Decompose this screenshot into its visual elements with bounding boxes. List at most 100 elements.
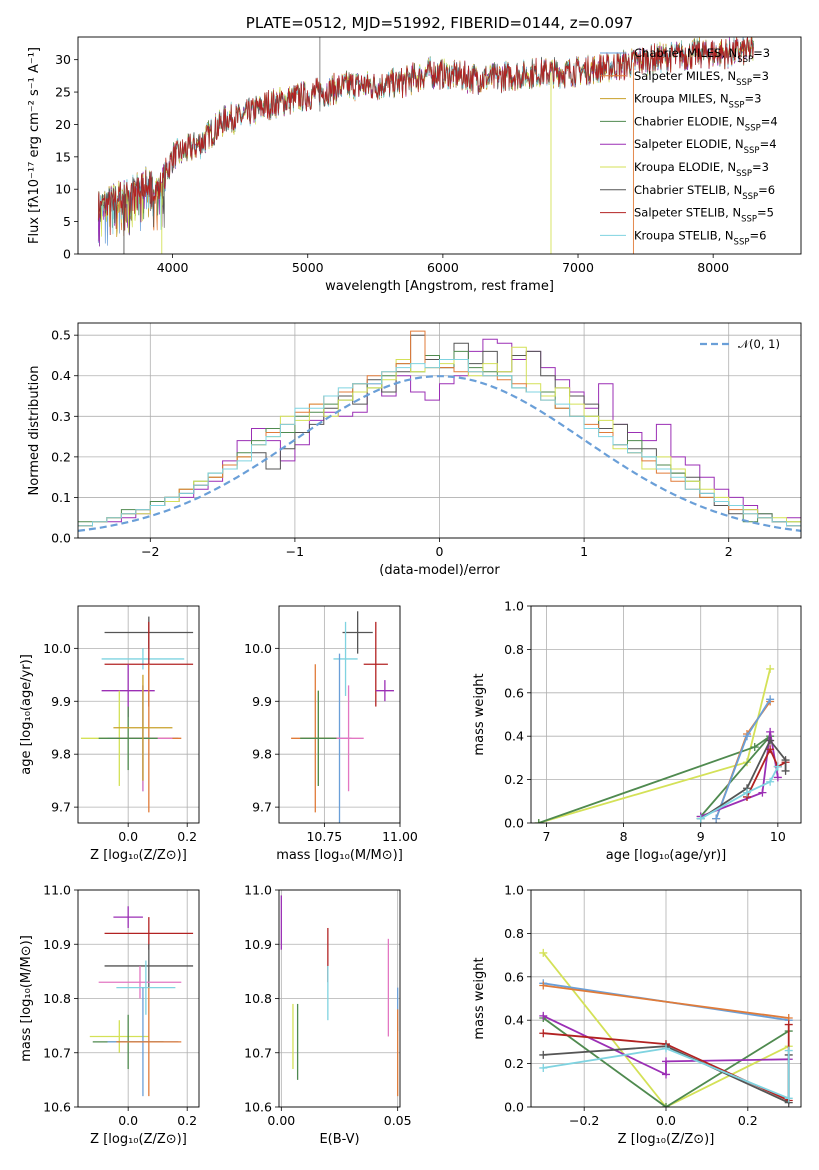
x-axis-label: Z [log₁₀(Z/Z⊙)] [618, 1132, 715, 1147]
y-tick-label: 0.4 [51, 368, 71, 383]
legend-label: Kroupa MILES, NSSP=3 [634, 92, 761, 111]
x-tick-label: 0.2 [177, 1113, 197, 1128]
x-tick-label: 10 [770, 829, 786, 844]
y-tick-label: 10.9 [244, 937, 272, 952]
axes-frame [530, 605, 802, 824]
mass-weight-marker [662, 1103, 670, 1107]
mass-weight-marker [662, 1070, 670, 1079]
x-tick-label: 0.05 [384, 1113, 412, 1128]
mass-weight-line [746, 747, 787, 798]
legend-label: Kroupa ELODIE, NSSP=3 [634, 160, 769, 179]
plot-area [291, 611, 394, 823]
x-tick-label: −2 [141, 544, 159, 559]
y-tick-label: 0.3 [51, 409, 71, 424]
y-tick-label: 11.0 [244, 883, 272, 898]
mass-weight-line [715, 700, 771, 820]
plot-area [539, 948, 793, 1107]
axes-frame [77, 889, 200, 1108]
histogram-chabrier_stelib [78, 334, 801, 527]
x-tick-label: 7000 [562, 260, 594, 275]
y-tick-label: 0 [63, 247, 71, 262]
plot-area [78, 330, 801, 532]
y-tick-label: 20 [55, 117, 71, 132]
x-tick-label: 0 [436, 544, 444, 559]
legend-label: Kroupa STELIB, NSSP=6 [634, 228, 766, 247]
y-tick-label: 10.0 [43, 641, 71, 656]
y-axis-label: mass [log₁₀(M/M⊙)] [19, 935, 34, 1062]
plot-area [280, 895, 399, 1097]
plot-area [89, 906, 194, 1097]
mass-weight-line [543, 984, 789, 1019]
chart-mass_vs_Z: 0.0 0.2 10.6 10.7 10.8 10.9 11.0 Z [log₁₀(Z/Z⊙)… [19, 883, 200, 1147]
axes-frame [77, 36, 802, 255]
y-tick-label: 10.6 [43, 1100, 71, 1115]
y-axis-label: mass weight [472, 957, 487, 1039]
axes-frame [77, 322, 802, 539]
mass-weight-marker [534, 819, 543, 823]
y-tick-label: 10 [55, 182, 71, 197]
x-tick-label: 1 [580, 544, 588, 559]
y-tick-label: 10.6 [244, 1100, 272, 1115]
x-tick-label: 0.0 [118, 829, 138, 844]
legend-label: Chabrier MILES, NSSP=3 [634, 46, 770, 65]
mass-weight-line [542, 1015, 789, 1076]
x-tick-label: 5000 [292, 260, 324, 275]
x-tick-label: 0.2 [177, 829, 197, 844]
spectrum-line-chabrier_stelib [98, 37, 754, 236]
chart-residuals: −2 −1 0 1 2 0.0 0.1 0.2 0.3 0.4 0.5 (data-model)/er… [27, 322, 802, 578]
y-tick-label: 0.8 [504, 642, 524, 657]
mass-weight-marker [784, 1094, 793, 1103]
y-tick-label: 0.6 [504, 969, 524, 984]
chart-mw_vs_Z: −0.2 0.0 0.2 0.0 0.2 0.4 0.6 0.8 1.0 Z [log₁₀(Z/Z… [472, 883, 802, 1147]
x-tick-label: 11.00 [382, 829, 418, 844]
chart-title: PLATE=0512, MJD=51992, FIBERID=0144, z=0… [246, 14, 633, 32]
x-tick-label: 9 [697, 829, 705, 844]
y-tick-label: 1.0 [504, 599, 524, 614]
y-tick-label: 9.7 [252, 800, 272, 815]
mass-weight-marker [766, 745, 775, 754]
plot-area [97, 37, 754, 254]
x-tick-label: 0.0 [656, 1113, 676, 1128]
x-tick-label: 4000 [157, 260, 189, 275]
y-tick-label: 30 [55, 52, 71, 67]
plot-area [80, 616, 194, 813]
mass-weight-marker [539, 1050, 548, 1059]
mass-weight-marker [766, 777, 775, 786]
x-axis-label: mass [log₁₀(M/M⊙)] [276, 848, 403, 863]
x-axis-label: wavelength [Angstrom, rest frame] [325, 279, 554, 294]
mass-weight-marker [766, 736, 775, 745]
normal-curve [78, 375, 801, 532]
y-tick-label: 0.0 [504, 816, 524, 831]
mass-weight-marker [539, 981, 548, 990]
y-tick-label: 1.0 [504, 883, 524, 898]
mass-weight-line [542, 952, 790, 1107]
chart-spectrum: 4000 5000 6000 7000 8000 0 5 10 15 20 25 30 waveleng… [27, 14, 802, 294]
x-tick-label: 0.2 [738, 1113, 758, 1128]
x-axis-label: age [log₁₀(age/yr)] [606, 848, 727, 863]
histogram-salpeter_miles [78, 330, 801, 527]
y-tick-label: 10.0 [244, 641, 272, 656]
legend-label: Chabrier STELIB, NSSP=6 [634, 183, 775, 202]
y-tick-label: 11.0 [43, 883, 71, 898]
mass-weight-marker [750, 743, 759, 752]
y-tick-label: 10.9 [43, 937, 71, 952]
mass-weight-marker [662, 1044, 670, 1053]
mass-weight-marker [743, 788, 751, 797]
y-tick-label: 0.2 [51, 449, 71, 464]
axes-frame [77, 605, 200, 824]
mass-weight-marker [784, 1020, 793, 1029]
mass-weight-marker [696, 814, 705, 823]
x-axis-label: Z [log₁₀(Z/Z⊙)] [90, 848, 187, 863]
y-tick-label: 10.8 [244, 991, 272, 1006]
y-tick-label: 0.0 [51, 531, 71, 546]
x-tick-label: −0.2 [569, 1113, 599, 1128]
mass-weight-line [542, 1017, 790, 1107]
spectrum-line-salpeter_stelib [97, 37, 754, 236]
x-tick-label: 0.0 [118, 1113, 138, 1128]
mass-weight-marker [539, 948, 548, 957]
y-tick-label: 0.2 [504, 1056, 524, 1071]
y-tick-label: 0.5 [51, 328, 71, 343]
mass-weight-line [700, 731, 779, 818]
x-tick-label: 8000 [697, 260, 729, 275]
